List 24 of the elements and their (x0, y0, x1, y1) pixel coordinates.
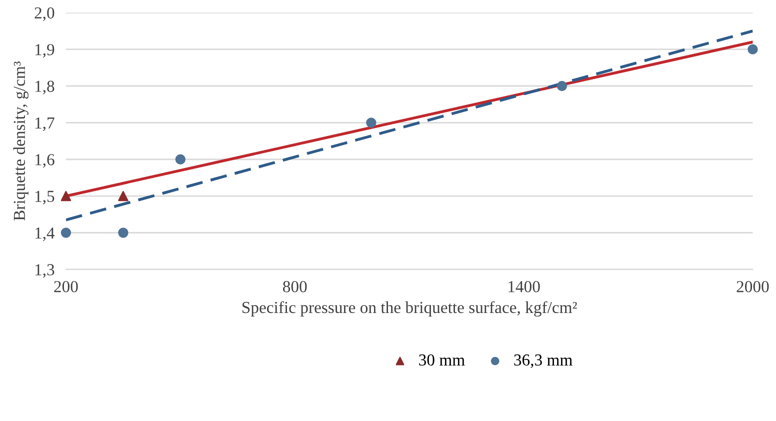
point (60, 190, 72, 202)
y-axis-title: Briquette density, g/cm³ (13, 61, 28, 221)
point (118, 228, 128, 238)
legend-label: 36,3 mm (514, 354, 572, 368)
y-tick-label: 1,5 (35, 190, 54, 204)
point (175, 154, 186, 164)
x-tick-label: 200 (54, 281, 78, 292)
point (366, 118, 376, 128)
y-tick-label: 1,6 (35, 154, 54, 168)
x-tick-label: 800 (283, 281, 307, 292)
x-tick-label: 2000 (736, 281, 769, 292)
x-axis-title: Specific pressure on the briquette surface, kgf/cm² (242, 301, 577, 317)
y-tick-label: 2,0 (34, 7, 54, 21)
point (748, 44, 758, 54)
x-tick-label: 1400 (508, 281, 540, 292)
point (60, 228, 72, 238)
point (556, 80, 568, 92)
legend-label: 30 mm (419, 354, 465, 366)
y-tick-label: 1,4 (35, 228, 55, 242)
y-tick-label: 1,9 (35, 44, 54, 58)
y-tick-label: 1,3 (35, 264, 54, 278)
y-tick-label: 1,8 (35, 80, 54, 94)
y-tick-label: 1,7 (35, 117, 54, 132)
point (118, 190, 128, 202)
